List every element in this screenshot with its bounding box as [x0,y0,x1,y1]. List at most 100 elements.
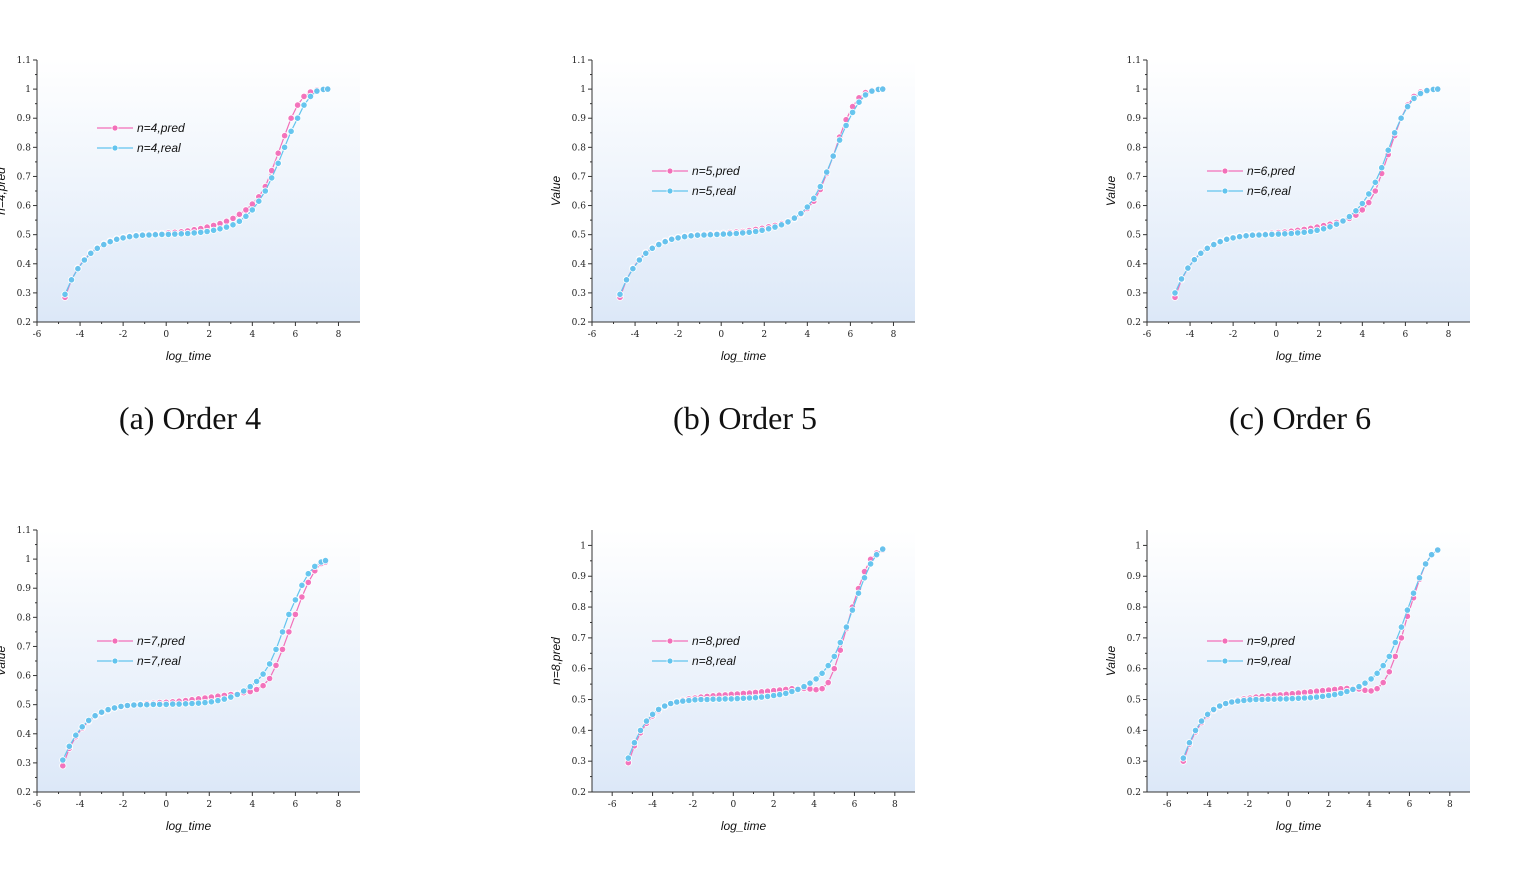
x-tick-label: 0 [730,800,736,810]
data-point [649,710,657,718]
data-point [313,87,321,95]
data-point [1361,686,1369,694]
y-axis-title: n=4,pred [0,167,8,215]
y-axis-title: n=8,pred [549,637,563,685]
x-tick-label: 6 [852,800,858,810]
data-point [194,699,203,707]
x-axis-title: log_time [166,349,212,363]
data-point [1216,238,1224,246]
data-point [810,194,818,202]
data-point [824,662,832,670]
x-tick-label: 8 [1446,330,1452,340]
y-tick-label: 0.7 [1127,634,1142,644]
data-point [1246,696,1254,704]
data-point [1306,694,1315,702]
data-point [274,159,282,167]
y-tick-label: 1.1 [17,526,31,536]
x-tick-label: -2 [689,800,698,810]
data-point [1320,225,1328,233]
data-point [253,677,261,685]
x-tick-label: 8 [336,330,342,340]
data-point [765,225,773,233]
data-point [85,716,93,724]
data-point [726,230,734,238]
data-point [280,143,289,151]
data-point [98,708,106,716]
data-point [732,229,740,238]
data-point [661,702,669,710]
data-point [1197,249,1205,257]
data-point [265,660,274,668]
data-point [661,238,669,246]
caption-b: (b) Order 5 [673,400,817,436]
legend-entry: n=7,pred [137,634,185,648]
chart-panel-order-5: 0.2 0.3 0.4 0.5 0.6 0.7 0.8 0.9 1 1.1 -6 -4 -2 0 2 4 6 8 l… [549,45,935,395]
y-tick-label: 0.6 [572,665,587,675]
data-point [59,756,67,764]
legend-marker [1221,167,1229,175]
chart-order-9: 0.2 0.3 0.4 0.5 0.6 0.7 0.8 0.9 1 -6 -4 -2 0 2 4 6 8 log_… [1104,530,1470,833]
data-point [1228,698,1236,706]
y-tick-label: 0.6 [1127,665,1142,675]
data-point [816,183,824,191]
data-point [1234,697,1242,705]
data-point [751,694,760,702]
y-tick-label: 0.7 [17,172,32,182]
data-point [1367,675,1375,683]
data-point [1210,705,1218,713]
data-point [259,682,267,690]
y-tick-label: 0.8 [17,143,32,153]
data-point [1332,220,1341,228]
data-point [265,674,274,683]
data-point [861,91,870,99]
y-axis-title: Value [1104,646,1118,677]
data-point [1343,687,1351,696]
x-tick-label: 4 [1359,330,1365,340]
legend-marker [111,657,119,665]
legend-entry: n=9,pred [1247,634,1295,648]
chart-panel-order-6: 0.2 0.3 0.4 0.5 0.6 0.7 0.8 0.9 1 1.1 -6 -4 -2 0 2 4 6 8 l… [1104,45,1490,395]
data-point [1325,691,1333,700]
x-tick-label: -2 [119,800,128,810]
x-tick-label: 6 [1407,800,1413,810]
y-tick-label: 0.9 [17,584,32,594]
y-axis-title: Value [0,646,8,677]
caption-c: (c) Order 6 [1228,400,1372,436]
data-point [727,695,735,703]
data-point [123,701,132,710]
data-point [758,226,766,234]
y-tick-label: 0.5 [17,701,32,711]
data-point [1326,223,1334,231]
y-tick-label: 0.2 [1127,318,1141,328]
data-point [138,231,147,239]
data-point [745,694,754,702]
data-point [171,230,179,238]
legend-entry: n=6,real [1247,184,1291,198]
data-point [201,699,209,707]
data-point [177,230,185,238]
data-point [1409,589,1418,597]
legend-entry: n=8,pred [692,634,740,648]
data-point [879,545,887,553]
data-point [274,149,282,157]
data-point [300,101,308,109]
data-point [259,670,267,678]
data-point [278,645,287,653]
data-point [285,610,293,619]
data-point [242,212,250,220]
y-tick-label: 0.2 [17,318,31,328]
data-point [100,241,108,249]
y-tick-label: 0.3 [1127,289,1142,299]
data-point [1306,688,1315,696]
data-point [1258,695,1266,704]
y-axis-title: Value [549,176,563,207]
data-point [790,214,798,222]
data-point [667,699,675,708]
data-point [298,593,306,601]
data-point [1434,85,1442,93]
legend-entry: n=6,pred [1247,164,1295,178]
data-point [1349,685,1357,693]
data-point [1281,230,1289,238]
x-tick-label: 2 [771,800,777,810]
data-point [1397,623,1405,631]
